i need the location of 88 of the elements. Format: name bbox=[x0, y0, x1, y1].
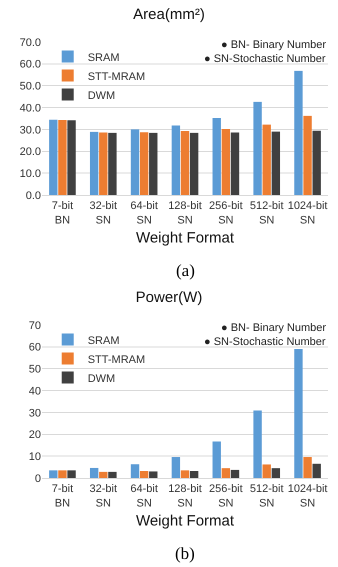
y-tick-label: 0.0 bbox=[26, 190, 41, 202]
bar bbox=[272, 132, 280, 195]
x-tick-label: 512-bit SN bbox=[250, 200, 284, 226]
bar bbox=[172, 125, 180, 195]
bar bbox=[90, 468, 98, 478]
bar bbox=[108, 472, 117, 478]
y-tick-label: 70 bbox=[28, 320, 41, 332]
y-tick-label: 50 bbox=[28, 364, 41, 376]
bar bbox=[262, 124, 271, 195]
bar bbox=[149, 471, 158, 478]
y-tick-label: 20.0 bbox=[20, 146, 41, 158]
x-tick-label: 64-bit SN bbox=[130, 200, 158, 226]
bar bbox=[230, 470, 240, 478]
bar bbox=[312, 130, 321, 195]
legend-label: STT-MRAM bbox=[88, 354, 146, 366]
bar bbox=[294, 70, 303, 195]
bar bbox=[312, 464, 321, 478]
x-tick-label: 128-bit SN bbox=[168, 200, 202, 226]
bar bbox=[99, 472, 108, 478]
bar bbox=[49, 470, 58, 478]
chart-title: Power(W) bbox=[136, 288, 202, 306]
annotation: ● BN- Binary Number bbox=[221, 322, 326, 334]
legend-label: STT-MRAM bbox=[88, 70, 146, 83]
bar bbox=[140, 471, 148, 478]
bar bbox=[253, 410, 262, 478]
annotation: ● SN-Stochastic Number bbox=[204, 53, 326, 65]
x-tick-label: 128-bit SN bbox=[168, 483, 202, 510]
bar bbox=[272, 468, 280, 478]
bar bbox=[222, 128, 230, 195]
bar bbox=[303, 116, 312, 195]
legend-label: SRAM bbox=[88, 334, 120, 347]
bar bbox=[222, 468, 230, 478]
text: (a) bbox=[176, 261, 195, 280]
x-tick-label: 512-bit SN bbox=[250, 483, 284, 510]
bar bbox=[49, 120, 58, 195]
bar bbox=[172, 457, 180, 478]
bar bbox=[190, 132, 198, 195]
legend-label: SRAM bbox=[88, 52, 120, 64]
bar bbox=[190, 471, 198, 478]
bar bbox=[130, 464, 140, 478]
y-tick-label: 30.0 bbox=[20, 124, 41, 136]
legend-label: DWM bbox=[88, 90, 116, 102]
x-tick-label: 7-bit BN bbox=[52, 483, 74, 510]
bar bbox=[294, 349, 303, 478]
annotation: ● BN- Binary Number bbox=[221, 39, 326, 51]
x-tick-label: 7-bit BN bbox=[52, 200, 74, 226]
bar bbox=[130, 129, 140, 195]
x-axis-title: Weight Format bbox=[136, 512, 235, 530]
legend-label: DWM bbox=[88, 372, 116, 385]
text: (b) bbox=[175, 544, 195, 563]
bar bbox=[99, 132, 108, 195]
x-tick-label: 256-bit SN bbox=[209, 200, 243, 226]
x-axis-title: Weight Format bbox=[136, 230, 235, 246]
y-tick-label: 30 bbox=[28, 407, 41, 420]
x-tick-label: 256-bit SN bbox=[209, 483, 243, 510]
y-tick-label: 40.0 bbox=[20, 102, 41, 114]
y-tick-label: 20 bbox=[28, 429, 41, 442]
bar bbox=[180, 130, 190, 195]
bar bbox=[253, 102, 262, 195]
bar bbox=[262, 464, 271, 478]
chart-title: Area(mm²) bbox=[133, 6, 205, 23]
bar bbox=[108, 132, 117, 195]
y-tick-label: 0 bbox=[34, 472, 41, 485]
bar bbox=[212, 442, 221, 478]
x-tick-label: 1024-bit SN bbox=[288, 200, 328, 226]
y-tick-label: 10.0 bbox=[20, 168, 41, 180]
bar bbox=[212, 118, 221, 195]
bar bbox=[180, 470, 190, 478]
bar bbox=[90, 132, 98, 195]
y-tick-label: 70.0 bbox=[20, 36, 41, 49]
bar bbox=[58, 120, 67, 195]
y-tick-label: 60 bbox=[28, 342, 41, 354]
bar bbox=[303, 457, 312, 478]
x-tick-label: 32-bit SN bbox=[90, 483, 118, 510]
bar bbox=[58, 470, 67, 478]
bar bbox=[67, 470, 76, 478]
bar bbox=[149, 132, 158, 195]
bar bbox=[140, 132, 148, 195]
x-tick-label: 64-bit SN bbox=[130, 483, 158, 510]
y-tick-label: 50.0 bbox=[20, 80, 41, 93]
y-tick-label: 40 bbox=[28, 385, 41, 398]
y-tick-label: 60.0 bbox=[20, 58, 41, 71]
annotation: ● SN-Stochastic Number bbox=[204, 336, 326, 348]
x-tick-label: 32-bit SN bbox=[90, 200, 118, 226]
bar bbox=[67, 120, 76, 195]
x-tick-label: 1024-bit SN bbox=[288, 483, 328, 510]
bar bbox=[230, 132, 240, 195]
y-tick-label: 10 bbox=[28, 450, 41, 463]
